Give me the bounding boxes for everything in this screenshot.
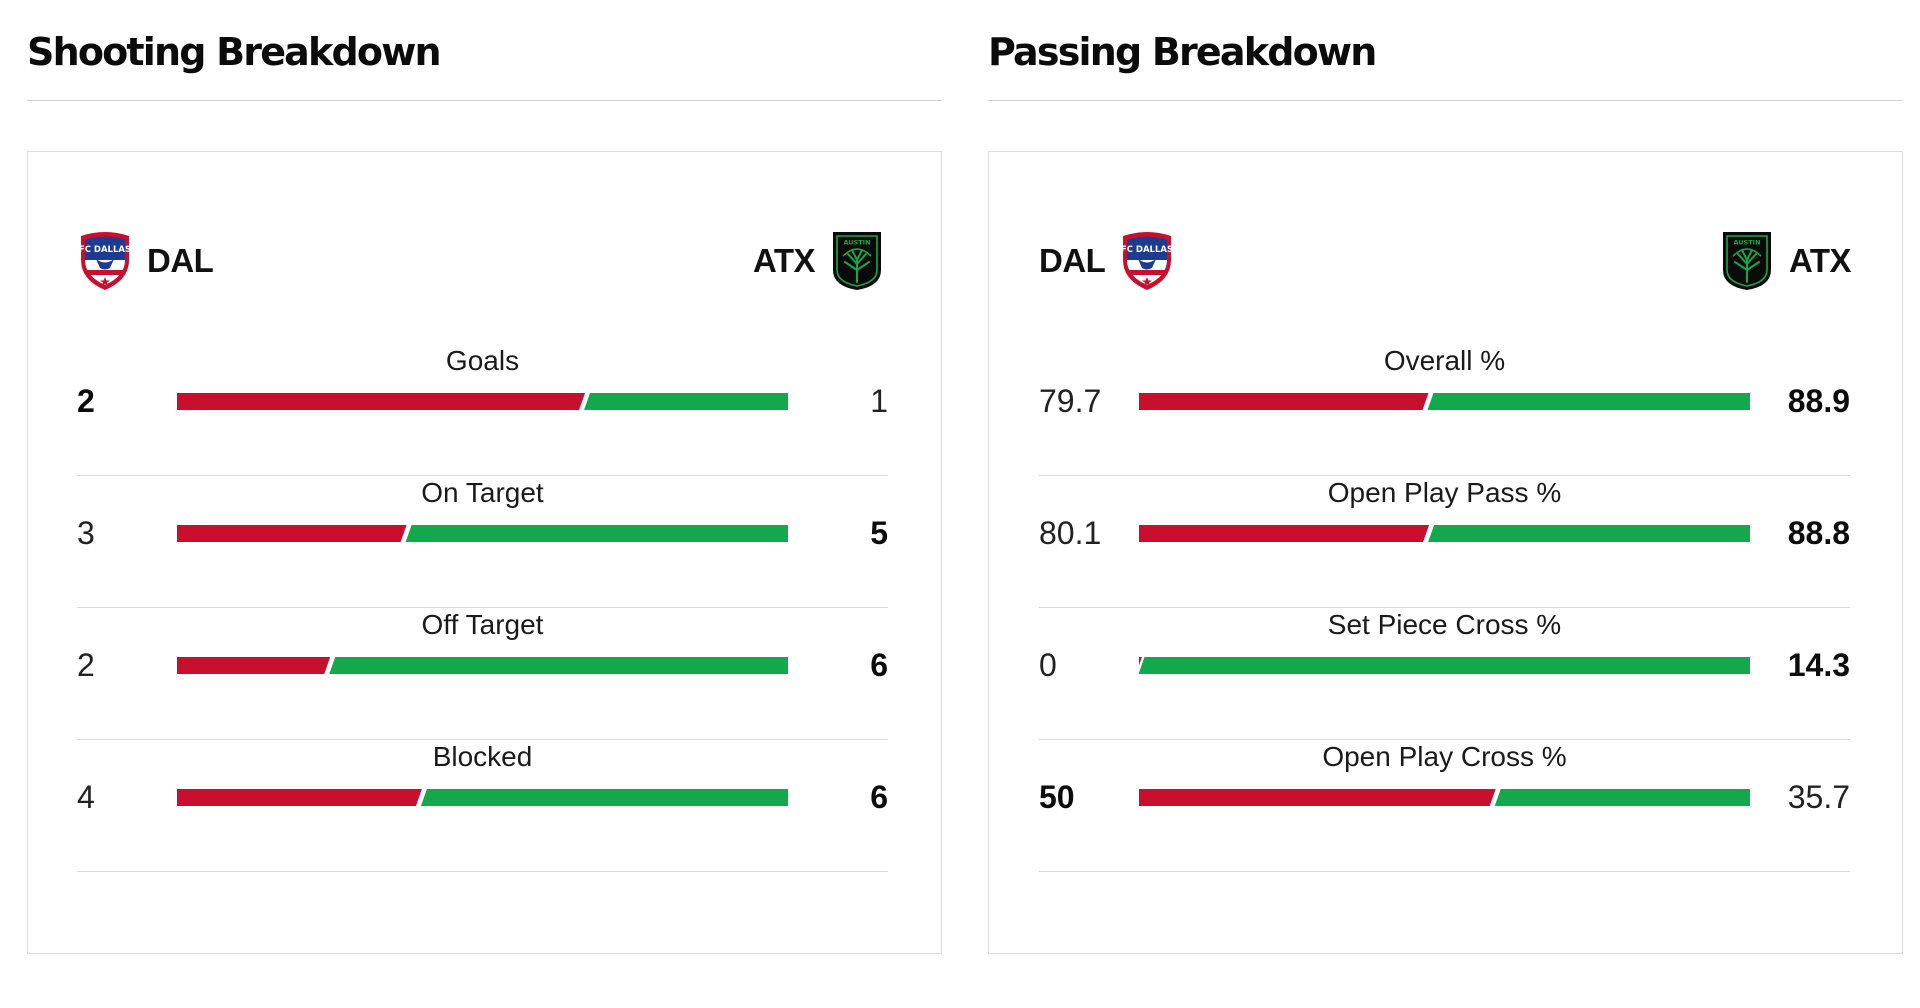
row-divider <box>77 475 888 476</box>
stat-row-open-play-cross-pct: Open Play Cross % 50 35.7 <box>1039 741 1850 873</box>
section-divider <box>988 100 1903 101</box>
away-value: 6 <box>870 647 888 683</box>
home-value: 4 <box>77 779 95 815</box>
row-divider <box>1039 475 1850 476</box>
home-value: 0 <box>1039 647 1057 683</box>
away-team-abbr: ATX <box>752 242 816 279</box>
away-bar-segment <box>405 525 788 542</box>
svg-text:FC DALLAS: FC DALLAS <box>79 245 131 255</box>
away-team-header: AUSTIN ATX <box>1719 230 1852 292</box>
row-divider <box>1039 739 1850 740</box>
section-title: Shooting Breakdown <box>27 30 442 74</box>
austin-fc-logo-icon: AUSTIN <box>833 232 881 290</box>
comparison-bar <box>177 657 788 674</box>
away-bar-segment <box>420 789 788 806</box>
svg-text:AUSTIN: AUSTIN <box>843 239 870 247</box>
home-bar-segment <box>177 393 586 410</box>
home-value: 79.7 <box>1039 383 1102 419</box>
home-value: 2 <box>77 647 95 683</box>
stat-row-overall-pct: Overall % 79.7 88.9 <box>1039 345 1850 477</box>
stat-label: Overall % <box>1383 345 1506 376</box>
away-bar-segment <box>584 393 788 410</box>
comparison-bar <box>1139 393 1750 410</box>
section-divider <box>27 100 942 101</box>
svg-text:AUSTIN: AUSTIN <box>1733 239 1760 247</box>
row-divider <box>77 739 888 740</box>
home-value: 2 <box>77 383 95 419</box>
away-bar-segment <box>1427 393 1750 410</box>
home-bar-segment <box>177 789 422 806</box>
away-bar-segment <box>329 657 788 674</box>
stats-card: DAL FC DALLAS AUSTIN ATX Overall <box>988 151 1903 954</box>
home-value: 80.1 <box>1039 515 1102 551</box>
home-value: 3 <box>77 515 95 551</box>
stat-row-on-target: On Target 3 5 <box>77 477 888 609</box>
away-value: 14.3 <box>1787 647 1850 683</box>
home-bar-segment <box>1139 657 1142 674</box>
stat-row-goals: Goals 2 1 <box>77 345 888 477</box>
home-team-header: FC DALLAS DAL <box>77 230 214 292</box>
stat-label: On Target <box>421 477 544 508</box>
away-value: 88.9 <box>1787 383 1850 419</box>
away-team-header: ATX AUSTIN <box>753 230 885 292</box>
fc-dallas-logo-icon: FC DALLAS <box>79 232 131 290</box>
row-divider <box>1039 871 1850 872</box>
home-team-abbr: DAL <box>1039 242 1106 279</box>
stat-label: Open Play Cross % <box>1322 741 1567 772</box>
comparison-bar <box>1139 525 1750 542</box>
home-bar-segment <box>1139 525 1430 542</box>
away-team-abbr: ATX <box>1788 242 1852 279</box>
away-value: 6 <box>870 779 888 815</box>
comparison-bar <box>1139 789 1750 806</box>
away-bar-segment <box>1494 789 1750 806</box>
stats-card: FC DALLAS DAL ATX AUSTIN Goals 2 1 O <box>27 151 942 954</box>
comparison-bar <box>1139 657 1750 674</box>
stat-row-open-play-pass-pct: Open Play Pass % 80.1 88.8 <box>1039 477 1850 609</box>
stat-label: Off Target <box>421 609 544 640</box>
austin-fc-logo-icon: AUSTIN <box>1722 232 1771 290</box>
stat-row-set-piece-cross-pct: Set Piece Cross % 0 14.3 <box>1039 609 1850 741</box>
row-divider <box>1039 607 1850 608</box>
home-bar-segment <box>177 657 331 674</box>
fc-dallas-logo-icon: FC DALLAS <box>1121 232 1173 290</box>
home-bar-segment <box>1139 393 1429 410</box>
away-value: 5 <box>870 515 888 551</box>
row-divider <box>77 871 888 872</box>
home-team-abbr: DAL <box>147 242 214 279</box>
away-value: 35.7 <box>1787 779 1850 815</box>
away-bar-segment <box>1428 525 1750 542</box>
home-bar-segment <box>177 525 407 542</box>
stat-row-off-target: Off Target 2 6 <box>77 609 888 741</box>
away-bar-segment <box>1139 657 1750 674</box>
section-title: Passing Breakdown <box>988 30 1377 74</box>
away-value: 88.8 <box>1787 515 1850 551</box>
stat-label: Blocked <box>432 741 533 772</box>
home-team-header: DAL FC DALLAS <box>1039 230 1175 292</box>
stat-row-blocked: Blocked 4 6 <box>77 741 888 873</box>
stat-label: Set Piece Cross % <box>1327 609 1562 640</box>
home-value: 50 <box>1039 779 1075 815</box>
home-bar-segment <box>1139 789 1496 806</box>
comparison-bar <box>177 393 788 410</box>
comparison-bar <box>177 789 788 806</box>
stat-label: Open Play Pass % <box>1327 477 1562 508</box>
comparison-bar <box>177 525 788 542</box>
svg-text:FC DALLAS: FC DALLAS <box>1121 245 1173 255</box>
stat-label: Goals <box>445 345 520 376</box>
away-value: 1 <box>870 383 888 419</box>
row-divider <box>77 607 888 608</box>
